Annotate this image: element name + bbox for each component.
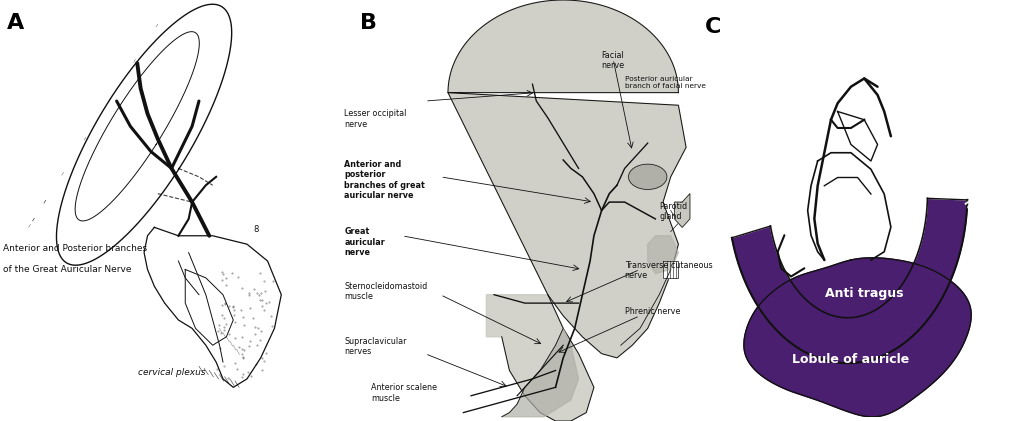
Text: Lesser occipital
nerve: Lesser occipital nerve — [344, 109, 407, 129]
Text: Anterior and Posterior branches: Anterior and Posterior branches — [3, 244, 147, 253]
Text: Tail of helix: Tail of helix — [961, 196, 1008, 258]
Polygon shape — [768, 70, 928, 318]
Polygon shape — [502, 328, 579, 417]
Polygon shape — [647, 236, 678, 274]
Text: Facial
nerve: Facial nerve — [601, 51, 625, 70]
Text: 8: 8 — [254, 224, 259, 234]
Text: A: A — [7, 13, 25, 33]
Polygon shape — [675, 194, 690, 227]
Text: Anterior and
posterior
branches of great
auricular nerve: Anterior and posterior branches of great… — [344, 160, 425, 200]
Text: Sternocleidomastoid
muscle: Sternocleidomastoid muscle — [344, 282, 428, 301]
Polygon shape — [744, 258, 971, 417]
Text: Anterior scalene
muscle: Anterior scalene muscle — [371, 383, 437, 402]
Text: C: C — [705, 16, 721, 37]
Text: Lobule of auricle: Lobule of auricle — [793, 352, 909, 365]
Polygon shape — [449, 0, 686, 358]
Text: Parotid
gland: Parotid gland — [659, 202, 687, 221]
Polygon shape — [486, 295, 594, 421]
Text: Phrenic nerve: Phrenic nerve — [625, 307, 680, 316]
Text: Transverse cutaneous
nerve: Transverse cutaneous nerve — [625, 261, 713, 280]
Text: Supraclavicular
nerves: Supraclavicular nerves — [344, 337, 407, 356]
Polygon shape — [732, 198, 968, 363]
Polygon shape — [144, 227, 282, 387]
Polygon shape — [728, 25, 968, 238]
Text: of the Great Auricular Nerve: of the Great Auricular Nerve — [3, 265, 132, 274]
Text: Scapha: Scapha — [925, 135, 964, 171]
Polygon shape — [664, 261, 678, 278]
Text: Posterior auricular
branch of facial nerve: Posterior auricular branch of facial ner… — [625, 76, 706, 89]
Text: cervical plexus: cervical plexus — [137, 368, 206, 377]
Text: B: B — [359, 13, 377, 33]
Polygon shape — [56, 4, 231, 265]
Text: Anti tragus: Anti tragus — [825, 287, 903, 299]
Ellipse shape — [629, 164, 667, 189]
Text: Great
auricular
nerve: Great auricular nerve — [344, 227, 385, 257]
